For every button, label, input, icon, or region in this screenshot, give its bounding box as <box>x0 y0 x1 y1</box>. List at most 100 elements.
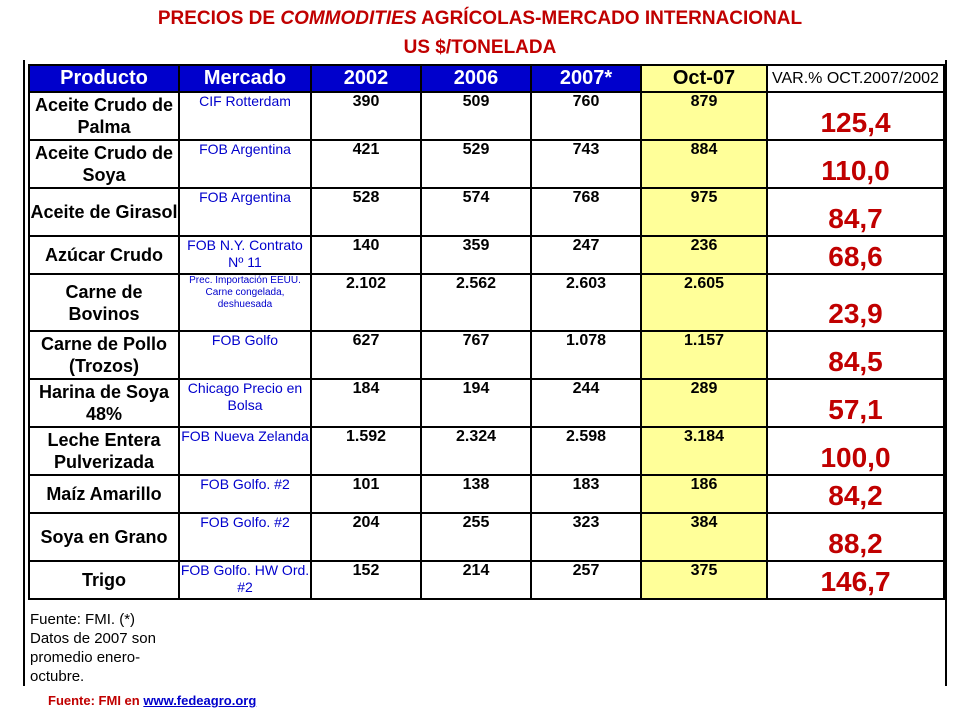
variation-cell: 125,4 <box>766 91 945 141</box>
price-2006-cell: 767 <box>420 330 532 380</box>
header-2006: 2006 <box>420 64 532 93</box>
product-cell: Aceite Crudo de Palma <box>28 91 180 141</box>
table-row: Carne de Bovinos Prec. Importación EEUU. … <box>28 273 945 332</box>
product-cell: Maíz Amarillo <box>28 474 180 514</box>
table-row: Azúcar Crudo FOB N.Y. Contrato Nº 11 140 35… <box>28 235 945 275</box>
price-2007-cell: 760 <box>530 91 642 141</box>
price-2002-cell: 140 <box>310 235 422 275</box>
price-2006-cell: 214 <box>420 560 532 600</box>
price-2006-cell: 255 <box>420 512 532 562</box>
table-row: Aceite Crudo de Soya FOB Argentina 421 529 7… <box>28 139 945 189</box>
price-2002-cell: 1.592 <box>310 426 422 476</box>
table-row: Aceite Crudo de Palma CIF Rotterdam 390 509… <box>28 91 945 141</box>
price-oct07-cell: 186 <box>640 474 768 514</box>
price-oct07-cell: 975 <box>640 187 768 237</box>
table-frame <box>23 60 947 686</box>
product-cell: Carne de Bovinos <box>28 273 180 332</box>
price-2002-cell: 421 <box>310 139 422 189</box>
table-row: Aceite de Girasol FOB Argentina 528 574 768 9… <box>28 187 945 237</box>
market-cell: FOB Golfo <box>178 330 312 380</box>
market-cell: FOB Golfo. #2 <box>178 512 312 562</box>
price-2002-cell: 390 <box>310 91 422 141</box>
price-oct07-cell: 236 <box>640 235 768 275</box>
table-row: Maíz Amarillo FOB Golfo. #2 101 138 183 186 84… <box>28 474 945 514</box>
price-2006-cell: 194 <box>420 378 532 428</box>
market-cell: CIF Rotterdam <box>178 91 312 141</box>
header-producto: Producto <box>28 64 180 93</box>
price-2006-cell: 2.562 <box>420 273 532 332</box>
price-2002-cell: 627 <box>310 330 422 380</box>
price-2006-cell: 574 <box>420 187 532 237</box>
table-row: Soya en Grano FOB Golfo. #2 204 255 323 384 88… <box>28 512 945 562</box>
price-oct07-cell: 289 <box>640 378 768 428</box>
price-2002-cell: 204 <box>310 512 422 562</box>
market-cell: FOB Argentina <box>178 139 312 189</box>
price-2007-cell: 1.078 <box>530 330 642 380</box>
header-2007: 2007* <box>530 64 642 93</box>
price-2007-cell: 257 <box>530 560 642 600</box>
table-row: Trigo FOB Golfo. HW Ord. #2 152 214 257 375 14… <box>28 560 945 600</box>
variation-cell: 68,6 <box>766 235 945 275</box>
product-cell: Leche Entera Pulverizada <box>28 426 180 476</box>
table-row: Carne de Pollo (Trozos) FOB Golfo 627 767 1.… <box>28 330 945 380</box>
price-2006-cell: 529 <box>420 139 532 189</box>
market-cell: FOB Argentina <box>178 187 312 237</box>
price-2006-cell: 359 <box>420 235 532 275</box>
fedeagro-link[interactable]: www.fedeagro.org <box>143 693 257 708</box>
note-line: Datos de 2007 son <box>30 630 156 647</box>
commodity-price-table: Producto Mercado 2002 2006 2007* Oct-07 … <box>28 64 945 600</box>
market-cell: Chicago Precio en Bolsa <box>178 378 312 428</box>
market-cell: FOB Golfo. HW Ord. #2 <box>178 560 312 600</box>
price-2007-cell: 2.598 <box>530 426 642 476</box>
price-2007-cell: 768 <box>530 187 642 237</box>
variation-cell: 84,5 <box>766 330 945 380</box>
price-2002-cell: 184 <box>310 378 422 428</box>
header-oct07: Oct-07 <box>640 64 768 93</box>
price-2002-cell: 152 <box>310 560 422 600</box>
variation-cell: 100,0 <box>766 426 945 476</box>
product-cell: Trigo <box>28 560 180 600</box>
table-row: Harina de Soya 48% Chicago Precio en Bols… <box>28 378 945 428</box>
product-cell: Harina de Soya 48% <box>28 378 180 428</box>
market-cell: FOB Golfo. #2 <box>178 474 312 514</box>
price-2006-cell: 138 <box>420 474 532 514</box>
product-cell: Aceite de Girasol <box>28 187 180 237</box>
page-subtitle: US $/TONELADA <box>403 37 557 58</box>
product-cell: Azúcar Crudo <box>28 235 180 275</box>
market-cell: Prec. Importación EEUU. Carne congelada,… <box>178 273 312 332</box>
header-2002: 2002 <box>310 64 422 93</box>
price-2006-cell: 509 <box>420 91 532 141</box>
page-title: PRECIOS DE COMMODITIES AGRÍCOLAS-MERCADO… <box>157 8 803 29</box>
variation-cell: 110,0 <box>766 139 945 189</box>
product-cell: Soya en Grano <box>28 512 180 562</box>
price-2007-cell: 743 <box>530 139 642 189</box>
product-cell: Aceite Crudo de Soya <box>28 139 180 189</box>
variation-cell: 84,2 <box>766 474 945 514</box>
market-cell: FOB Nueva Zelanda <box>178 426 312 476</box>
note-line: Fuente: FMI. (*) <box>30 611 136 628</box>
price-2006-cell: 2.324 <box>420 426 532 476</box>
price-2002-cell: 2.102 <box>310 273 422 332</box>
variation-cell: 23,9 <box>766 273 945 332</box>
price-oct07-cell: 3.184 <box>640 426 768 476</box>
price-2007-cell: 2.603 <box>530 273 642 332</box>
variation-cell: 88,2 <box>766 512 945 562</box>
source-note: Fuente: FMI. (*) Datos de 2007 son prome… <box>30 610 156 686</box>
price-2007-cell: 323 <box>530 512 642 562</box>
variation-cell: 146,7 <box>766 560 945 600</box>
price-oct07-cell: 375 <box>640 560 768 600</box>
price-oct07-cell: 1.157 <box>640 330 768 380</box>
variation-cell: 57,1 <box>766 378 945 428</box>
header-variation: VAR.% OCT.2007/2002 <box>766 64 945 93</box>
price-oct07-cell: 884 <box>640 139 768 189</box>
note-line: promedio enero- <box>30 649 141 666</box>
product-cell: Carne de Pollo (Trozos) <box>28 330 180 380</box>
price-2007-cell: 244 <box>530 378 642 428</box>
price-2007-cell: 247 <box>530 235 642 275</box>
header-mercado: Mercado <box>178 64 312 93</box>
market-cell: FOB N.Y. Contrato Nº 11 <box>178 235 312 275</box>
variation-cell: 84,7 <box>766 187 945 237</box>
price-2007-cell: 183 <box>530 474 642 514</box>
footer-source: Fuente: FMI en www.fedeagro.org <box>48 693 257 708</box>
price-oct07-cell: 2.605 <box>640 273 768 332</box>
